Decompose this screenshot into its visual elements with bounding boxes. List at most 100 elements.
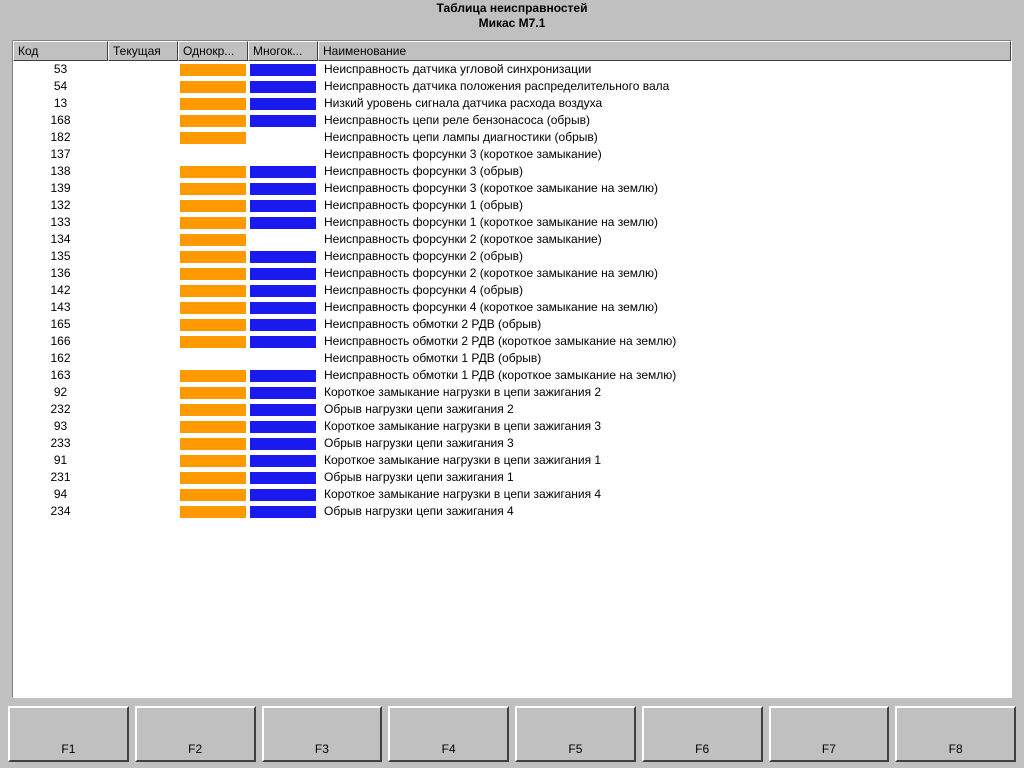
- table-row[interactable]: 135Неисправность форсунки 2 (обрыв): [13, 248, 1011, 265]
- cell-name: Неисправность цепи реле бензонасоса (обр…: [318, 112, 1011, 129]
- col-header-single[interactable]: Однокр...: [178, 41, 248, 61]
- table-row[interactable]: 233Обрыв нагрузки цепи зажигания 3: [13, 435, 1011, 452]
- table-row[interactable]: 134Неисправность форсунки 2 (короткое за…: [13, 231, 1011, 248]
- col-header-current[interactable]: Текущая: [108, 41, 178, 61]
- table-row[interactable]: 53Неисправность датчика угловой синхрони…: [13, 61, 1011, 78]
- table-row[interactable]: 162 Неисправность обмотки 1 РДВ (обрыв): [13, 350, 1011, 367]
- cell-name: Неисправность обмотки 2 РДВ (обрыв): [318, 316, 1011, 333]
- status-bar-single: [180, 64, 246, 76]
- status-bar-multi: [250, 472, 316, 484]
- cell-multi: [248, 452, 318, 469]
- cell-code: 233: [13, 435, 108, 452]
- status-bar-multi: [250, 285, 316, 297]
- cell-code: 231: [13, 469, 108, 486]
- cell-code: 162: [13, 350, 108, 367]
- status-bar-single: [180, 183, 246, 195]
- status-bar-multi: [250, 217, 316, 229]
- status-bar-single: [180, 200, 246, 212]
- cell-single: [178, 299, 248, 316]
- fkey-f4[interactable]: F4: [388, 706, 509, 762]
- cell-current: [108, 129, 178, 146]
- table-row[interactable]: 165Неисправность обмотки 2 РДВ (обрыв): [13, 316, 1011, 333]
- fkey-f7[interactable]: F7: [769, 706, 890, 762]
- status-bar-multi: [250, 166, 316, 178]
- cell-current: [108, 112, 178, 129]
- cell-code: 132: [13, 197, 108, 214]
- function-keys: F1F2F3F4F5F6F7F8: [0, 702, 1024, 768]
- table-row[interactable]: 182Неисправность цепи лампы диагностики …: [13, 129, 1011, 146]
- fkey-f6[interactable]: F6: [642, 706, 763, 762]
- cell-name: Неисправность форсунки 1 (обрыв): [318, 197, 1011, 214]
- status-bar-single: [180, 506, 246, 518]
- cell-code: 53: [13, 61, 108, 78]
- fault-table: Код Текущая Однокр... Многок... Наименов…: [12, 40, 1012, 698]
- cell-name: Неисправность форсунки 4 (короткое замык…: [318, 299, 1011, 316]
- cell-current: [108, 282, 178, 299]
- page-title: Таблица неисправностей: [437, 1, 588, 16]
- table-row[interactable]: 231Обрыв нагрузки цепи зажигания 1: [13, 469, 1011, 486]
- cell-name: Короткое замыкание нагрузки в цепи зажиг…: [318, 418, 1011, 435]
- table-row[interactable]: 166Неисправность обмотки 2 РДВ (короткое…: [13, 333, 1011, 350]
- status-bar-single: [180, 455, 246, 467]
- cell-single: [178, 265, 248, 282]
- table-row[interactable]: 91Короткое замыкание нагрузки в цепи заж…: [13, 452, 1011, 469]
- fkey-f5[interactable]: F5: [515, 706, 636, 762]
- status-bar-multi: [250, 115, 316, 127]
- table-row[interactable]: 93Короткое замыкание нагрузки в цепи заж…: [13, 418, 1011, 435]
- status-bar-multi: [250, 81, 316, 93]
- cell-current: [108, 367, 178, 384]
- table-row[interactable]: 136Неисправность форсунки 2 (короткое за…: [13, 265, 1011, 282]
- table-row[interactable]: 54Неисправность датчика положения распре…: [13, 78, 1011, 95]
- cell-name: Обрыв нагрузки цепи зажигания 4: [318, 503, 1011, 520]
- table-row[interactable]: 94Короткое замыкание нагрузки в цепи заж…: [13, 486, 1011, 503]
- table-row[interactable]: 133Неисправность форсунки 1 (короткое за…: [13, 214, 1011, 231]
- table-row[interactable]: 139Неисправность форсунки 3 (короткое за…: [13, 180, 1011, 197]
- fkey-f2[interactable]: F2: [135, 706, 256, 762]
- cell-multi: [248, 146, 318, 163]
- cell-code: 166: [13, 333, 108, 350]
- table-row[interactable]: 163Неисправность обмотки 1 РДВ (короткое…: [13, 367, 1011, 384]
- cell-code: 163: [13, 367, 108, 384]
- cell-current: [108, 231, 178, 248]
- table-row[interactable]: 13Низкий уровень сигнала датчика расхода…: [13, 95, 1011, 112]
- cell-code: 168: [13, 112, 108, 129]
- fkey-f3[interactable]: F3: [262, 706, 383, 762]
- status-bar-multi: [250, 251, 316, 263]
- table-row[interactable]: 132 Неисправность форсунки 1 (обрыв): [13, 197, 1011, 214]
- cell-single: [178, 112, 248, 129]
- cell-current: [108, 163, 178, 180]
- table-row[interactable]: 138Неисправность форсунки 3 (обрыв): [13, 163, 1011, 180]
- status-bar-multi: [250, 98, 316, 110]
- cell-name: Короткое замыкание нагрузки в цепи зажиг…: [318, 384, 1011, 401]
- table-row[interactable]: 142Неисправность форсунки 4 (обрыв): [13, 282, 1011, 299]
- col-header-multi[interactable]: Многок...: [248, 41, 318, 61]
- status-bar-single: [180, 81, 246, 93]
- table-row[interactable]: 232Обрыв нагрузки цепи зажигания 2: [13, 401, 1011, 418]
- table-row[interactable]: 137Неисправность форсунки 3 (короткое за…: [13, 146, 1011, 163]
- cell-single: [178, 214, 248, 231]
- fkey-f1[interactable]: F1: [8, 706, 129, 762]
- table-row[interactable]: 168 Неисправность цепи реле бензонасоса (…: [13, 112, 1011, 129]
- status-bar-single: [180, 336, 246, 348]
- col-header-name[interactable]: Наименование: [318, 41, 1011, 61]
- fkey-f8[interactable]: F8: [895, 706, 1016, 762]
- status-bar-multi: [250, 438, 316, 450]
- cell-multi: [248, 95, 318, 112]
- app-root: Таблица неисправностей Микас М7.1 Код Те…: [0, 0, 1024, 768]
- table-row[interactable]: 143 Неисправность форсунки 4 (короткое за…: [13, 299, 1011, 316]
- table-row[interactable]: 92Короткое замыкание нагрузки в цепи заж…: [13, 384, 1011, 401]
- cell-current: [108, 435, 178, 452]
- cell-code: 143: [13, 299, 108, 316]
- content-area: Код Текущая Однокр... Многок... Наименов…: [0, 32, 1024, 702]
- cell-current: [108, 384, 178, 401]
- cell-multi: [248, 231, 318, 248]
- table-row[interactable]: 234Обрыв нагрузки цепи зажигания 4: [13, 503, 1011, 520]
- cell-name: Неисправность форсунки 2 (короткое замык…: [318, 265, 1011, 282]
- cell-multi: [248, 367, 318, 384]
- col-header-code[interactable]: Код: [13, 41, 108, 61]
- status-bar-single: [180, 234, 246, 246]
- status-bar-single: [180, 387, 246, 399]
- cell-name: Неисправность датчика положения распреде…: [318, 78, 1011, 95]
- status-bar-multi: [250, 455, 316, 467]
- cell-name: Неисправность обмотки 1 РДВ (обрыв): [318, 350, 1011, 367]
